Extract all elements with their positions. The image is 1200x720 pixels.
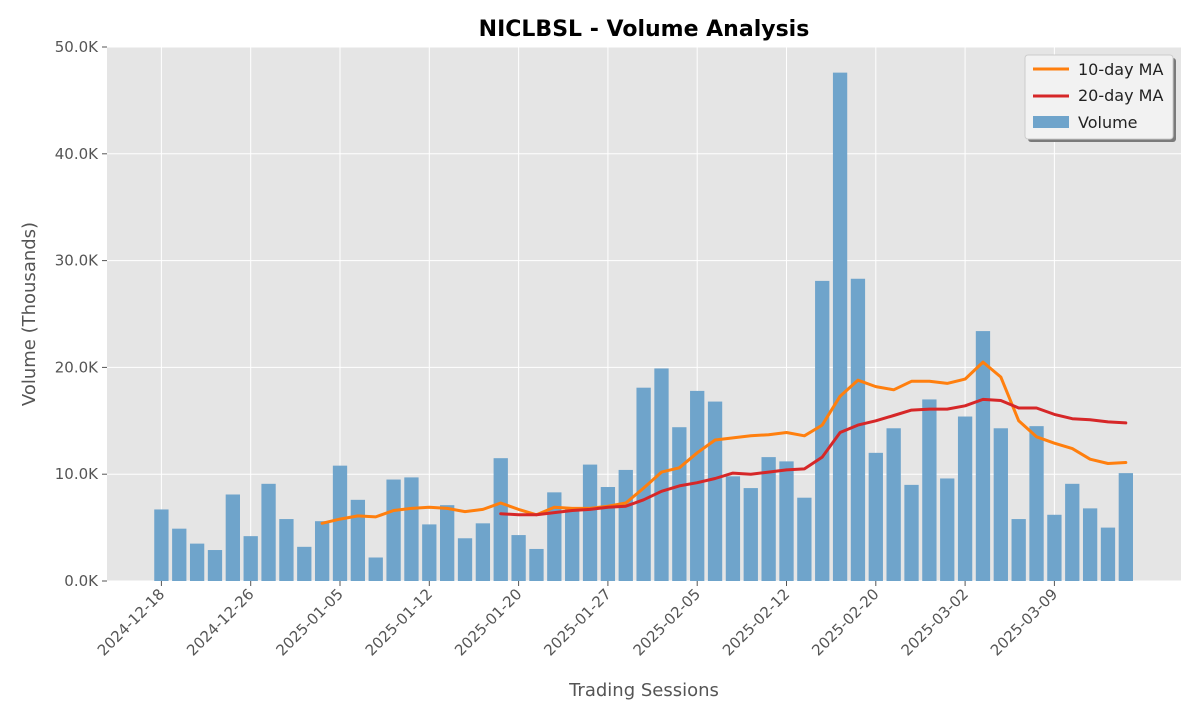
- volume-bar: [368, 557, 383, 581]
- volume-bar: [1029, 426, 1044, 581]
- moving-average-lines: [320, 360, 1128, 525]
- y-tick-label: 0.0K: [64, 572, 99, 590]
- volume-bar: [1047, 514, 1062, 581]
- volume-bar: [350, 499, 366, 581]
- volume-bar: [600, 487, 616, 581]
- legend-label-10day-ma: 10-day MA: [1078, 60, 1163, 79]
- volume-bar: [154, 509, 169, 581]
- volume-bar: [1082, 508, 1098, 581]
- legend-label-volume: Volume: [1078, 113, 1138, 132]
- volume-bar: [207, 550, 223, 581]
- volume-bar: [761, 457, 776, 581]
- volume-bar: [654, 368, 669, 581]
- volume-bar: [172, 528, 187, 581]
- chart-title: NICLBSL - Volume Analysis: [479, 17, 810, 42]
- volume-bar: [440, 505, 455, 581]
- legend-label-20day-ma: 20-day MA: [1078, 86, 1163, 105]
- volume-bar: [314, 521, 330, 581]
- volume-bar: [404, 477, 419, 581]
- volume-bar: [832, 72, 848, 582]
- y-tick-label: 30.0K: [55, 252, 99, 270]
- volume-bar: [618, 469, 633, 581]
- volume-bar: [475, 523, 491, 581]
- volume-bar: [993, 428, 1008, 581]
- volume-bar: [457, 538, 473, 581]
- volume-bar: [1100, 527, 1116, 581]
- ma10-line: [320, 360, 1128, 525]
- x-axis-label: Trading Sessions: [568, 680, 719, 701]
- volume-bar: [636, 387, 651, 581]
- legend-swatch-volume: [1033, 116, 1069, 128]
- volume-bar: [297, 546, 312, 581]
- volume-bar: [975, 331, 991, 581]
- volume-bar: [815, 280, 830, 581]
- volume-bar: [529, 548, 544, 581]
- volume-bar: [957, 416, 973, 581]
- volume-bar: [690, 390, 705, 581]
- legend: 10-day MA 20-day MA Volume: [1024, 54, 1176, 142]
- volume-bar: [725, 476, 741, 581]
- volume-bar: [511, 535, 526, 581]
- volume-bar: [850, 278, 866, 581]
- volume-bar: [225, 494, 240, 581]
- volume-bar: [904, 484, 919, 581]
- y-tick-label: 10.0K: [55, 465, 99, 483]
- volume-bar: [779, 461, 794, 581]
- volume-bar: [743, 488, 758, 581]
- volume-bar: [707, 401, 723, 581]
- volume-bar: [940, 478, 955, 581]
- volume-bar: [243, 536, 258, 581]
- ma20-line: [499, 397, 1128, 517]
- y-tick-label: 40.0K: [55, 145, 99, 163]
- volume-bar: [386, 479, 401, 581]
- volume-bar: [279, 519, 294, 581]
- volume-bar: [797, 497, 812, 581]
- y-tick-label: 20.0K: [55, 358, 99, 376]
- volume-bar: [868, 452, 883, 581]
- volume-bar: [922, 399, 937, 581]
- volume-bar: [261, 483, 276, 581]
- volume-bar: [672, 427, 687, 581]
- y-axis-label: Volume (Thousands): [19, 222, 40, 406]
- y-tick-label: 50.0K: [55, 38, 99, 56]
- volume-bar: [493, 458, 508, 581]
- volume-bar: [1011, 519, 1026, 581]
- volume-bar: [422, 524, 437, 581]
- volume-bar: [886, 428, 901, 581]
- volume-bar: [582, 464, 598, 581]
- volume-bar: [565, 509, 580, 581]
- volume-bar: [1118, 473, 1133, 581]
- volume-bar: [547, 492, 562, 581]
- volume-bar: [1065, 483, 1080, 581]
- volume-bar: [189, 543, 205, 581]
- y-axis-ticks: 0.0K 10.0K 20.0K 30.0K 40.0K 50.0K: [55, 38, 107, 590]
- volume-bar: [332, 465, 348, 581]
